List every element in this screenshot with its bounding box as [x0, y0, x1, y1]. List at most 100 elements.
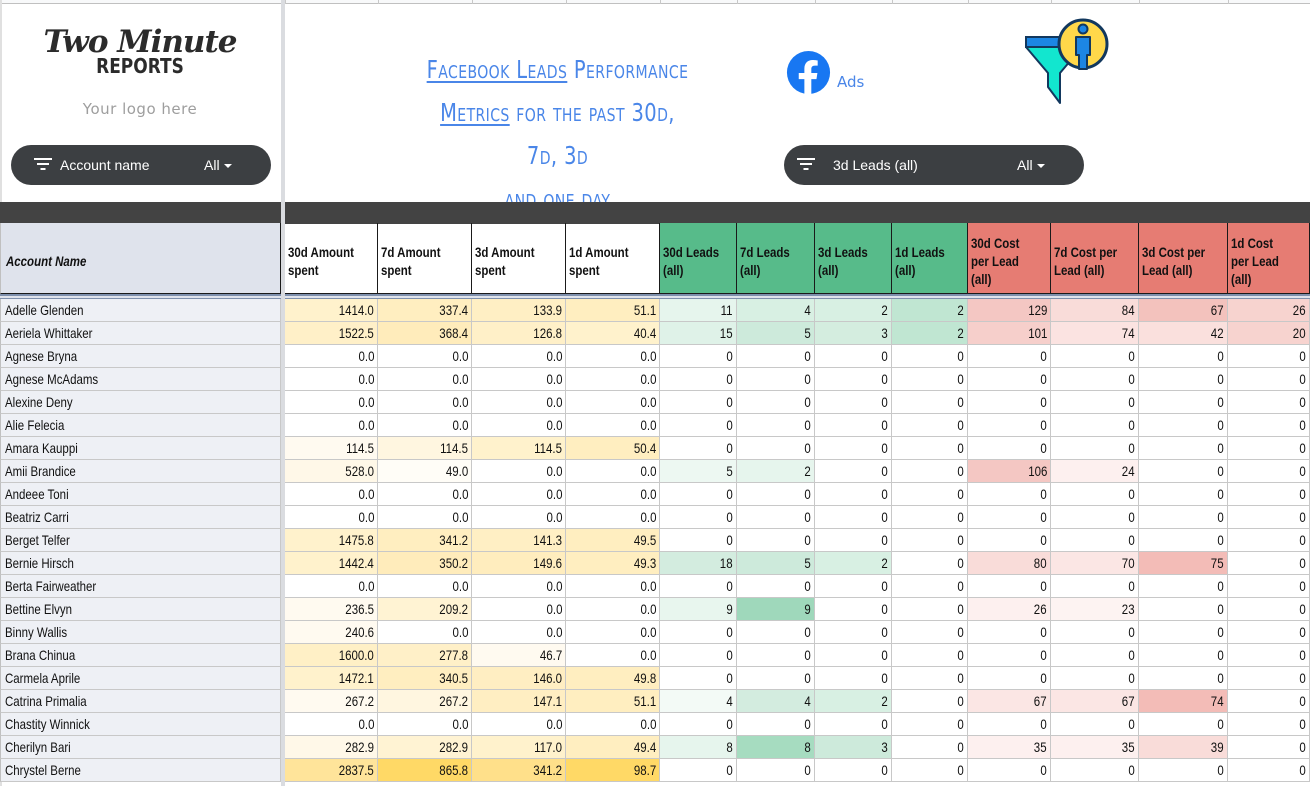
metric-cell[interactable]: 0.0: [472, 713, 566, 736]
account-name-cell[interactable]: Agnese McAdams: [0, 368, 281, 391]
metric-cell[interactable]: 0: [815, 759, 892, 782]
metric-cell[interactable]: 0: [660, 368, 737, 391]
metric-cell[interactable]: 0: [1228, 529, 1310, 552]
metric-cell[interactable]: 0.0: [566, 368, 660, 391]
metric-cell[interactable]: 0: [660, 621, 737, 644]
metric-cell[interactable]: 0: [1051, 368, 1139, 391]
account-name-cell[interactable]: Chastity Winnick: [0, 713, 281, 736]
column-header[interactable]: 1d Amount spent: [566, 223, 660, 294]
metric-cell[interactable]: 0.0: [472, 506, 566, 529]
metric-cell[interactable]: 0: [1139, 667, 1228, 690]
metric-cell[interactable]: 0: [1051, 667, 1139, 690]
metric-cell[interactable]: 0: [1228, 506, 1310, 529]
metric-cell[interactable]: 15: [660, 322, 737, 345]
metric-cell[interactable]: 0.0: [378, 391, 472, 414]
column-header[interactable]: 1d Leads (all): [892, 223, 968, 294]
3d-leads-filter[interactable]: 3d Leads (all) All: [784, 145, 1084, 185]
metric-cell[interactable]: 368.4: [378, 322, 472, 345]
metric-cell[interactable]: 2: [737, 460, 815, 483]
column-header[interactable]: 7d Leads (all): [737, 223, 815, 294]
metric-cell[interactable]: 0: [1139, 437, 1228, 460]
metric-cell[interactable]: 0.0: [285, 575, 378, 598]
metric-cell[interactable]: 0: [892, 690, 968, 713]
column-header[interactable]: 3d Amount spent: [472, 223, 566, 294]
account-name-cell[interactable]: Catrina Primalia: [0, 690, 281, 713]
metric-cell[interactable]: 0: [660, 759, 737, 782]
metric-cell[interactable]: 114.5: [472, 437, 566, 460]
metric-cell[interactable]: 0: [892, 345, 968, 368]
metric-cell[interactable]: 0.0: [285, 483, 378, 506]
metric-cell[interactable]: 67: [1139, 299, 1228, 322]
metric-cell[interactable]: 0: [1139, 368, 1228, 391]
metric-cell[interactable]: 0.0: [566, 391, 660, 414]
metric-cell[interactable]: 49.3: [566, 552, 660, 575]
metric-cell[interactable]: 267.2: [285, 690, 378, 713]
metric-cell[interactable]: 35: [1051, 736, 1139, 759]
metric-cell[interactable]: 0: [968, 667, 1051, 690]
metric-cell[interactable]: 0: [968, 506, 1051, 529]
metric-cell[interactable]: 0: [660, 437, 737, 460]
metric-cell[interactable]: 0: [968, 713, 1051, 736]
account-name-cell[interactable]: Aeriela Whittaker: [0, 322, 281, 345]
metric-cell[interactable]: 0: [815, 483, 892, 506]
metric-cell[interactable]: 0: [815, 437, 892, 460]
metric-cell[interactable]: 98.7: [566, 759, 660, 782]
metric-cell[interactable]: 0: [737, 437, 815, 460]
metric-cell[interactable]: 26: [1228, 299, 1310, 322]
metric-cell[interactable]: 26: [968, 598, 1051, 621]
metric-cell[interactable]: 0: [968, 414, 1051, 437]
metric-cell[interactable]: 0: [660, 345, 737, 368]
account-name-cell[interactable]: Andeee Toni: [0, 483, 281, 506]
metric-cell[interactable]: 0: [1139, 391, 1228, 414]
metric-cell[interactable]: 0: [1228, 437, 1310, 460]
metric-cell[interactable]: 24: [1051, 460, 1139, 483]
metric-cell[interactable]: 0: [1051, 759, 1139, 782]
metric-cell[interactable]: 0: [660, 667, 737, 690]
metric-cell[interactable]: 1414.0: [285, 299, 378, 322]
metric-cell[interactable]: 0: [815, 391, 892, 414]
metric-cell[interactable]: 1522.5: [285, 322, 378, 345]
metric-cell[interactable]: 0.0: [472, 575, 566, 598]
metric-cell[interactable]: 4: [737, 299, 815, 322]
metric-cell[interactable]: 129: [968, 299, 1051, 322]
metric-cell[interactable]: 0: [1228, 345, 1310, 368]
metric-cell[interactable]: 341.2: [472, 759, 566, 782]
account-name-cell[interactable]: Agnese Bryna: [0, 345, 281, 368]
metric-cell[interactable]: 0: [737, 414, 815, 437]
metric-cell[interactable]: 39: [1139, 736, 1228, 759]
metric-cell[interactable]: 0: [1051, 621, 1139, 644]
metric-cell[interactable]: 2: [815, 552, 892, 575]
metric-cell[interactable]: 0: [1139, 460, 1228, 483]
column-header[interactable]: Account Name: [0, 223, 281, 294]
metric-cell[interactable]: 106: [968, 460, 1051, 483]
account-name-cell[interactable]: Bettine Elvyn: [0, 598, 281, 621]
metric-cell[interactable]: 0.0: [472, 345, 566, 368]
metric-cell[interactable]: 0: [968, 759, 1051, 782]
metric-cell[interactable]: 0: [892, 644, 968, 667]
metric-cell[interactable]: 0: [660, 391, 737, 414]
metric-cell[interactable]: 146.0: [472, 667, 566, 690]
metric-cell[interactable]: 0.0: [566, 644, 660, 667]
account-name-cell[interactable]: Alexine Deny: [0, 391, 281, 414]
metric-cell[interactable]: 5: [737, 322, 815, 345]
metric-cell[interactable]: 0: [968, 575, 1051, 598]
metric-cell[interactable]: 0.0: [285, 391, 378, 414]
metric-cell[interactable]: 0: [737, 644, 815, 667]
metric-cell[interactable]: 0: [660, 644, 737, 667]
metric-cell[interactable]: 0: [1051, 483, 1139, 506]
metric-cell[interactable]: 240.6: [285, 621, 378, 644]
metric-cell[interactable]: 0: [892, 759, 968, 782]
metric-cell[interactable]: 0: [1228, 414, 1310, 437]
metric-cell[interactable]: 0.0: [378, 483, 472, 506]
metric-cell[interactable]: 101: [968, 322, 1051, 345]
metric-cell[interactable]: 0: [1051, 391, 1139, 414]
metric-cell[interactable]: 0: [968, 483, 1051, 506]
metric-cell[interactable]: 0: [1228, 483, 1310, 506]
metric-cell[interactable]: 0: [1228, 552, 1310, 575]
metric-cell[interactable]: 0: [892, 713, 968, 736]
metric-cell[interactable]: 2: [892, 322, 968, 345]
metric-cell[interactable]: 70: [1051, 552, 1139, 575]
metric-cell[interactable]: 0: [1139, 621, 1228, 644]
metric-cell[interactable]: 0: [815, 621, 892, 644]
metric-cell[interactable]: 0: [660, 713, 737, 736]
